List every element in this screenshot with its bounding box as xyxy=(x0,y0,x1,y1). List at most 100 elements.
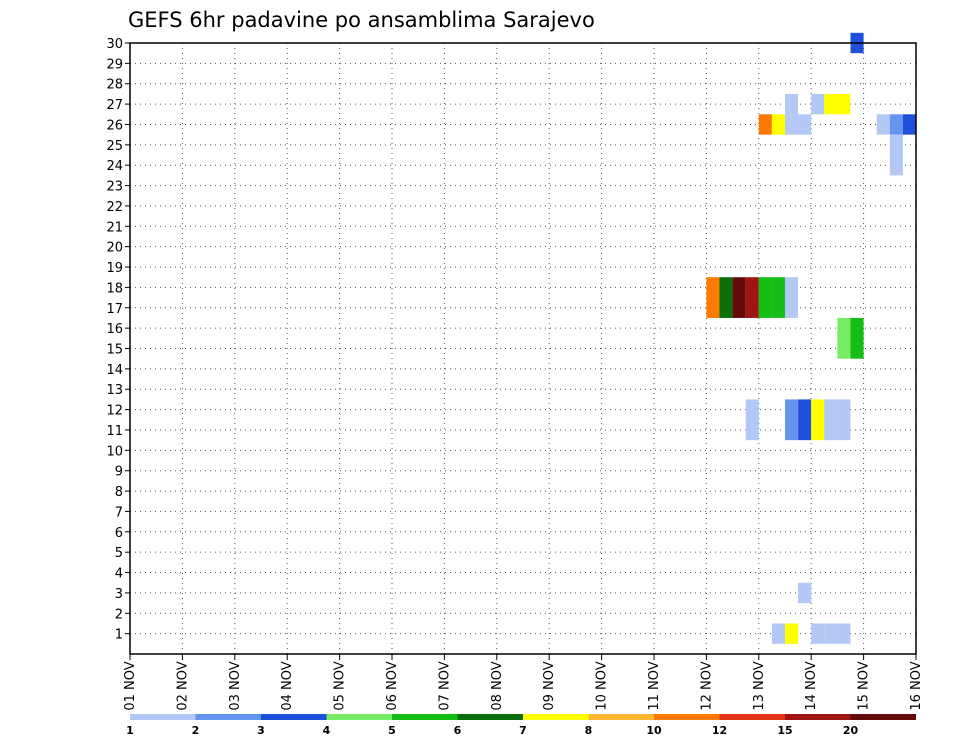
colorbar-label: 15 xyxy=(777,724,792,737)
y-tick-label: 4 xyxy=(115,567,123,582)
precip-cell xyxy=(798,582,812,604)
precip-cell xyxy=(706,277,720,318)
precip-cell xyxy=(785,399,799,441)
y-tick-label: 9 xyxy=(115,465,123,480)
y-axis: 1234567891011121314151617181920212223242… xyxy=(106,37,130,643)
colorbar-label: 8 xyxy=(585,724,593,737)
precip-cell xyxy=(785,623,799,644)
precip-cell xyxy=(811,623,825,644)
y-tick-label: 19 xyxy=(106,261,123,276)
colorbar-swatch xyxy=(654,714,720,720)
x-tick-label: 08 NOV xyxy=(490,661,505,710)
colorbar-swatch xyxy=(850,714,916,720)
y-tick-label: 16 xyxy=(106,322,123,337)
colorbar-label: 20 xyxy=(843,724,859,737)
colorbar-label: 7 xyxy=(519,724,527,737)
y-tick-label: 15 xyxy=(106,343,123,358)
y-tick-label: 8 xyxy=(115,485,123,500)
colorbar-swatch xyxy=(588,714,654,720)
x-tick-label: 12 NOV xyxy=(699,661,714,710)
precip-cell xyxy=(771,623,785,644)
x-tick-label: 03 NOV xyxy=(228,661,243,710)
y-tick-label: 5 xyxy=(115,546,123,561)
precip-cell xyxy=(745,399,759,441)
x-tick-label: 09 NOV xyxy=(542,661,557,710)
y-tick-label: 25 xyxy=(106,139,123,154)
x-tick-label: 05 NOV xyxy=(333,661,348,710)
precip-cell xyxy=(719,277,733,318)
precip-cell xyxy=(824,399,838,441)
precip-cell xyxy=(785,277,799,318)
precip-cell xyxy=(811,93,825,115)
colorbar-swatch xyxy=(326,714,392,720)
colorbar-label: 4 xyxy=(323,724,331,737)
precip-cell xyxy=(824,623,838,644)
colorbar-swatch xyxy=(392,714,458,720)
y-tick-label: 27 xyxy=(106,98,123,113)
x-tick-label: 02 NOV xyxy=(175,661,190,710)
x-tick-label: 11 NOV xyxy=(647,661,662,710)
precip-cell xyxy=(837,317,851,359)
precip-cell xyxy=(876,114,890,135)
colorbar-label: 2 xyxy=(192,724,200,737)
precip-cell xyxy=(889,114,903,135)
x-tick-label: 01 NOV xyxy=(123,661,138,710)
y-tick-label: 24 xyxy=(106,159,123,174)
x-axis: 01 NOV 02 NOV 03 NOV 04 NOV 05 NOV 06 NOV 07 N… xyxy=(123,654,924,711)
y-tick-label: 6 xyxy=(115,526,123,541)
precip-cell xyxy=(902,114,916,135)
precip-cell xyxy=(732,277,746,318)
y-tick-label: 1 xyxy=(115,628,123,643)
colorbar-swatch xyxy=(785,714,851,720)
colorbar: 1 2 3 4 5 6 7 8 10 12 15 20 xyxy=(126,714,916,737)
y-tick-label: 17 xyxy=(106,302,123,317)
y-tick-label: 29 xyxy=(106,57,123,72)
y-tick-label: 3 xyxy=(115,587,123,602)
y-tick-label: 26 xyxy=(106,118,123,133)
y-tick-label: 20 xyxy=(106,241,123,256)
precip-cell xyxy=(837,399,851,441)
colorbar-swatch xyxy=(457,714,523,720)
precip-cell xyxy=(837,93,851,115)
precip-cell xyxy=(811,399,825,441)
precip-cells xyxy=(706,32,916,644)
x-tick-label: 13 NOV xyxy=(752,661,767,710)
colorbar-label: 3 xyxy=(257,724,265,737)
y-tick-label: 22 xyxy=(106,200,123,215)
precip-cell xyxy=(798,399,812,441)
x-tick-label: 04 NOV xyxy=(280,661,295,710)
x-tick-label: 06 NOV xyxy=(385,661,400,710)
precip-cell xyxy=(771,277,785,318)
x-tick-label: 16 NOV xyxy=(909,661,924,710)
precip-cell xyxy=(850,317,864,359)
x-tick-label: 14 NOV xyxy=(804,661,819,710)
colorbar-swatch xyxy=(523,714,589,720)
y-tick-label: 11 xyxy=(106,424,123,439)
y-tick-label: 14 xyxy=(106,363,123,378)
colorbar-label: 12 xyxy=(712,724,727,737)
y-tick-label: 21 xyxy=(106,220,123,235)
precip-cell xyxy=(758,277,772,318)
y-tick-label: 28 xyxy=(106,78,123,93)
precip-cell xyxy=(889,134,903,176)
colorbar-label: 1 xyxy=(126,724,134,737)
y-tick-label: 12 xyxy=(106,404,123,419)
x-tick-label: 15 NOV xyxy=(857,661,872,710)
colorbar-swatch xyxy=(261,714,327,720)
colorbar-swatch xyxy=(719,714,785,720)
x-tick-label: 10 NOV xyxy=(595,661,610,710)
colorbar-swatch xyxy=(195,714,261,720)
precip-cell xyxy=(785,93,799,115)
precip-cell xyxy=(771,114,785,135)
precip-cell xyxy=(824,93,838,115)
precip-cell xyxy=(745,277,759,318)
y-tick-label: 7 xyxy=(115,505,123,520)
colorbar-label: 10 xyxy=(646,724,662,737)
colorbar-label: 6 xyxy=(454,724,462,737)
y-tick-label: 10 xyxy=(106,444,123,459)
chart-title: GEFS 6hr padavine po ansamblima Sarajevo xyxy=(128,8,595,32)
x-tick-label: 07 NOV xyxy=(437,661,452,710)
y-tick-label: 13 xyxy=(106,383,123,398)
